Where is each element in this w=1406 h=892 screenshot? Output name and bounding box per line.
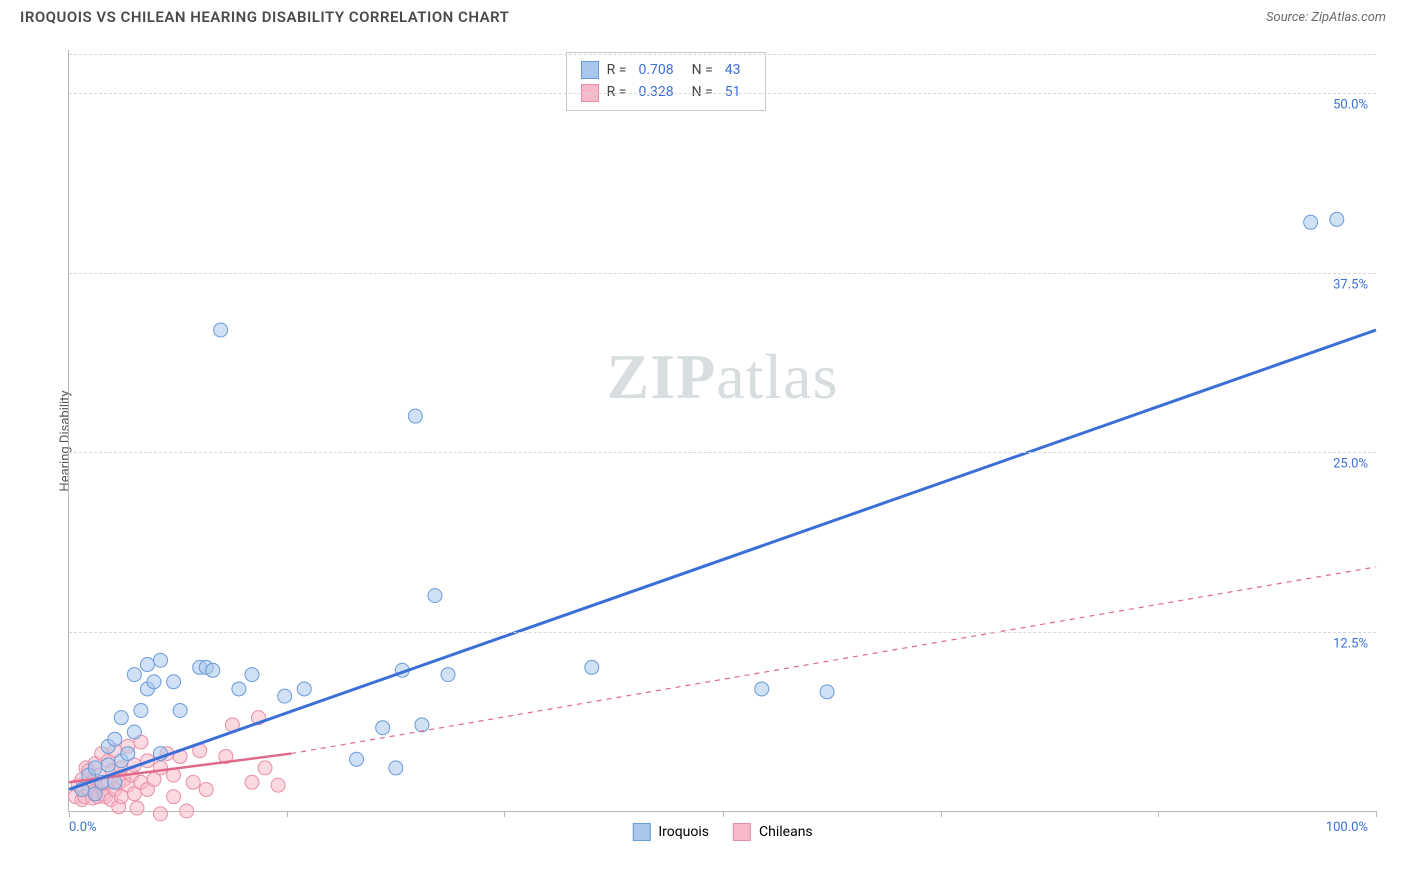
point-iroquois <box>88 761 102 775</box>
series-legend: Iroquois Chileans <box>632 823 812 841</box>
point-iroquois <box>140 658 154 672</box>
point-chileans <box>180 804 194 818</box>
point-iroquois <box>389 761 403 775</box>
point-iroquois <box>127 725 141 739</box>
gridline <box>69 632 1376 633</box>
point-iroquois <box>173 703 187 717</box>
point-iroquois <box>121 747 135 761</box>
point-iroquois <box>585 660 599 674</box>
x-min-label: 0.0% <box>69 820 97 835</box>
x-tick <box>723 811 724 817</box>
plot-svg <box>69 50 1376 811</box>
trendline <box>69 330 1376 789</box>
point-iroquois <box>206 663 220 677</box>
point-iroquois <box>114 711 128 725</box>
point-iroquois <box>232 682 246 696</box>
point-iroquois <box>1304 215 1318 229</box>
point-chileans <box>130 801 144 815</box>
x-tick <box>287 811 288 817</box>
x-max-label: 100.0% <box>1326 820 1368 835</box>
point-iroquois <box>415 718 429 732</box>
point-iroquois <box>245 668 259 682</box>
point-iroquois <box>1330 212 1344 226</box>
point-chileans <box>153 761 167 775</box>
point-iroquois <box>108 732 122 746</box>
y-tick-label: 37.5% <box>1333 277 1368 292</box>
gridline <box>69 54 1376 55</box>
point-iroquois <box>755 682 769 696</box>
point-iroquois <box>428 589 442 603</box>
point-iroquois <box>153 653 167 667</box>
point-iroquois <box>820 685 834 699</box>
point-iroquois <box>297 682 311 696</box>
x-tick <box>941 811 942 817</box>
point-chileans <box>271 778 285 792</box>
point-iroquois <box>127 668 141 682</box>
point-iroquois <box>441 668 455 682</box>
x-tick <box>504 811 505 817</box>
x-tick <box>69 811 70 817</box>
gridline <box>69 452 1376 453</box>
point-iroquois <box>147 675 161 689</box>
point-iroquois <box>376 721 390 735</box>
y-tick-label: 50.0% <box>1333 98 1368 113</box>
x-tick <box>1158 811 1159 817</box>
series-legend-item: Chileans <box>733 823 813 841</box>
legend-swatch <box>733 823 751 841</box>
gridline <box>69 273 1376 274</box>
legend-swatch <box>632 823 650 841</box>
point-iroquois <box>214 323 228 337</box>
point-chileans <box>258 761 272 775</box>
point-iroquois <box>278 689 292 703</box>
plot-region: ZIPatlas R = 0.708 N = 43R = 0.328 N = 5… <box>68 50 1376 812</box>
point-chileans <box>167 790 181 804</box>
point-iroquois <box>134 703 148 717</box>
y-tick-label: 25.0% <box>1333 457 1368 472</box>
chart-area: Hearing Disability ZIPatlas R = 0.708 N … <box>20 40 1386 842</box>
source-label: Source: ZipAtlas.com <box>1266 10 1386 25</box>
point-chileans <box>245 775 259 789</box>
gridline <box>69 93 1376 94</box>
trendline <box>291 567 1376 754</box>
y-tick-label: 12.5% <box>1333 636 1368 651</box>
series-legend-label: Chileans <box>759 824 813 840</box>
point-iroquois <box>101 758 115 772</box>
point-iroquois <box>167 675 181 689</box>
point-chileans <box>186 775 200 789</box>
x-tick <box>1376 811 1377 817</box>
series-legend-label: Iroquois <box>658 824 709 840</box>
series-legend-item: Iroquois <box>632 823 709 841</box>
point-iroquois <box>408 409 422 423</box>
point-chileans <box>153 807 167 821</box>
point-iroquois <box>350 752 364 766</box>
chart-title: IROQUOIS VS CHILEAN HEARING DISABILITY C… <box>20 8 509 26</box>
point-chileans <box>199 782 213 796</box>
